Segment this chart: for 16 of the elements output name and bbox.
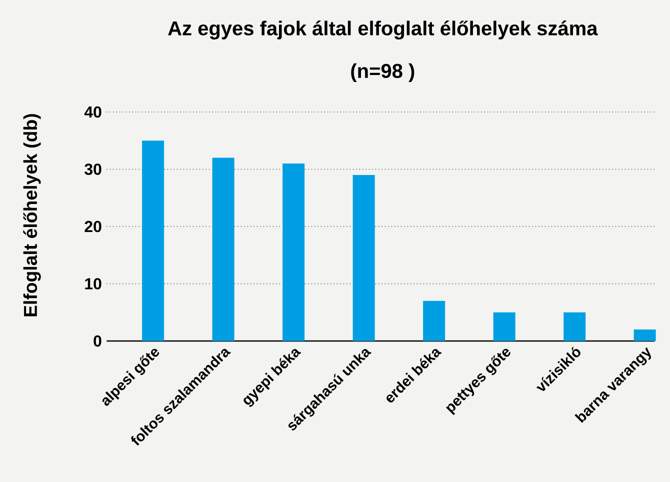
bar <box>564 312 586 342</box>
y-tick-label: 40 <box>84 106 102 118</box>
bar <box>423 300 446 342</box>
y-tick-label: 0 <box>94 335 102 347</box>
y-tick-label: 20 <box>84 220 102 232</box>
bar <box>634 330 656 342</box>
bar <box>282 164 305 342</box>
y-axis-title: Elfoglalt élőhelyek (db) <box>23 114 41 316</box>
y-tick-label: 30 <box>84 164 102 175</box>
chart-title: Az egyes fajok által elfoglalt élőhelyek száma <box>168 20 598 40</box>
bar <box>352 174 375 342</box>
bar <box>142 140 164 342</box>
y-tick-label: 10 <box>85 278 102 290</box>
chart-subtitle: (n=98 ) <box>351 63 414 82</box>
bar <box>212 158 234 342</box>
bar <box>493 312 516 342</box>
